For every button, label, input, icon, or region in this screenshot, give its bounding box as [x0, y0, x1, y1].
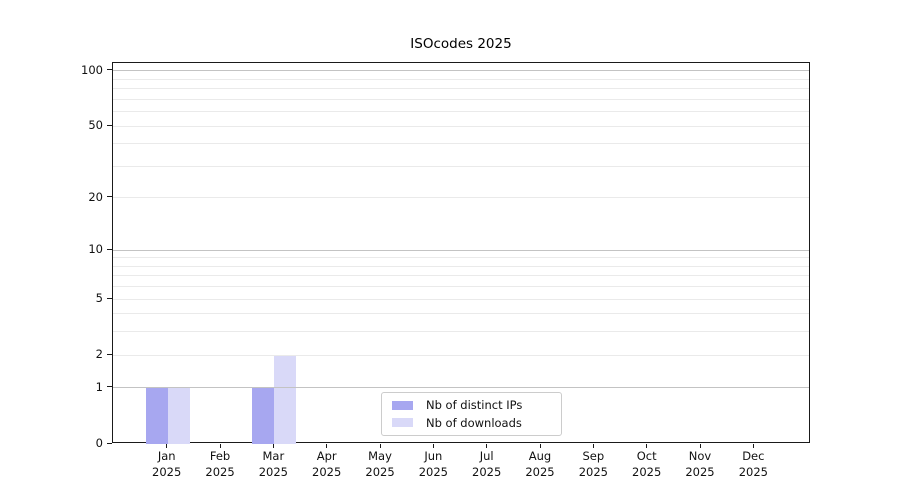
gridline-minor	[113, 275, 809, 277]
x-tick-mark	[326, 444, 328, 448]
legend: Nb of distinct IPs Nb of downloads	[381, 392, 562, 436]
x-tick-mark	[592, 444, 594, 448]
x-tick-mark	[486, 444, 488, 448]
gridline-major	[113, 70, 809, 72]
y-tick-label: 1	[95, 379, 103, 394]
gridline-minor	[113, 286, 809, 288]
y-tick-label: 2	[95, 347, 103, 362]
gridline-minor	[113, 354, 809, 356]
bar-mar-distinct-ips	[252, 387, 275, 444]
x-tick-label: Mar 2025	[258, 449, 288, 479]
x-tick-mark	[432, 444, 434, 448]
x-tick-label: Aug 2025	[525, 449, 555, 479]
gridline-major	[113, 249, 809, 251]
gridline-minor	[113, 265, 809, 267]
y-tick-mark	[107, 442, 112, 444]
gridline-minor	[113, 298, 809, 300]
legend-label: Nb of downloads	[426, 415, 522, 430]
x-tick-label: Oct 2025	[632, 449, 662, 479]
x-tick-mark	[539, 444, 541, 448]
x-tick-mark	[379, 444, 381, 448]
x-tick-mark	[166, 444, 168, 448]
x-tick-mark	[752, 444, 754, 448]
x-tick-label: Nov 2025	[685, 449, 715, 479]
x-tick-label: Feb 2025	[205, 449, 235, 479]
x-tick-mark	[646, 444, 648, 448]
y-tick-label: 0	[95, 436, 103, 450]
y-tick-label: 5	[95, 291, 103, 306]
x-tick-label: Sep 2025	[578, 449, 608, 479]
y-tick-mark	[107, 248, 112, 250]
y-tick-mark	[107, 69, 112, 71]
gridline-minor	[113, 111, 809, 113]
gridline-minor	[113, 331, 809, 333]
x-tick-mark	[272, 444, 274, 448]
legend-label: Nb of distinct IPs	[426, 398, 523, 413]
legend-row: Nb of distinct IPs	[392, 398, 555, 412]
y-tick-label: 20	[88, 189, 103, 204]
legend-swatch	[392, 400, 413, 410]
x-tick-label: Jul 2025	[472, 449, 502, 479]
gridline-minor	[113, 143, 809, 145]
gridline-minor	[113, 197, 809, 199]
x-tick-label: Jun 2025	[418, 449, 448, 479]
y-tick-mark	[107, 196, 112, 198]
x-tick-label: Jan 2025	[152, 449, 182, 479]
gridline-minor	[113, 125, 809, 127]
x-tick-label: Dec 2025	[738, 449, 768, 479]
gridline-minor	[113, 78, 809, 80]
x-tick-label: Apr 2025	[312, 449, 342, 479]
y-tick-mark	[107, 297, 112, 299]
legend-row: Nb of downloads	[392, 416, 555, 430]
bar-jan-distinct-ips	[145, 387, 168, 444]
x-tick-mark	[699, 444, 701, 448]
x-tick-mark	[219, 444, 221, 448]
x-tick-label: May 2025	[365, 449, 395, 479]
y-tick-mark	[107, 353, 112, 355]
chart-title: ISOcodes 2025	[410, 36, 512, 52]
y-tick-label: 10	[88, 242, 103, 257]
bar-mar-downloads	[274, 355, 297, 444]
gridline-minor	[113, 257, 809, 259]
y-tick-mark	[107, 386, 112, 388]
y-tick-mark	[107, 124, 112, 126]
y-tick-label: 50	[88, 118, 103, 133]
gridline-minor	[113, 88, 809, 90]
plot-area	[112, 62, 810, 444]
legend-swatch	[392, 418, 413, 428]
y-tick-label: 100	[81, 62, 103, 77]
gridline-major	[113, 387, 809, 389]
gridline-minor	[113, 165, 809, 167]
bar-jan-downloads	[167, 387, 190, 444]
gridline-minor	[113, 313, 809, 315]
gridline-minor	[113, 98, 809, 100]
